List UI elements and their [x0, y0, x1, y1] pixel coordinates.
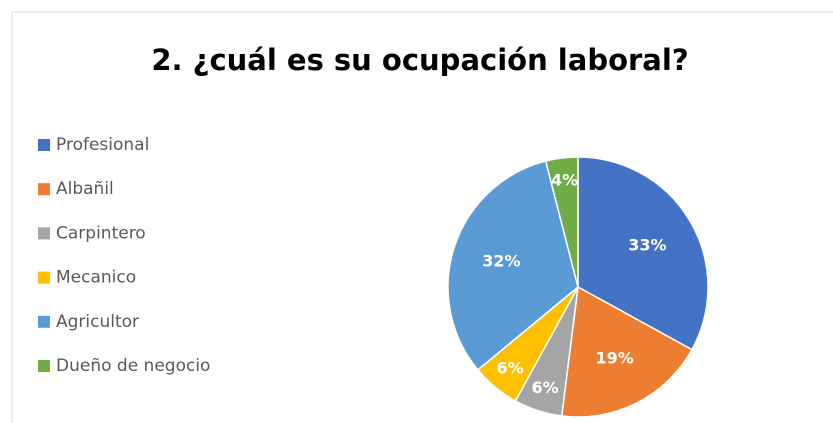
- chart-title: 2. ¿cuál es su ocupación laboral?: [151, 43, 688, 77]
- legend-label: Profesional: [56, 135, 149, 155]
- pie-slice: [577, 156, 709, 351]
- data-label: 32%: [482, 252, 520, 271]
- legend-swatch: [38, 315, 50, 328]
- pie-slice: [544, 156, 579, 288]
- legend-label: Carpintero: [56, 223, 146, 243]
- legend-label: Mecanico: [56, 268, 136, 288]
- legend-swatch: [38, 360, 50, 372]
- legend-swatch: [38, 139, 50, 151]
- legend-label: Agricultor: [56, 312, 139, 332]
- data-label: 6%: [531, 378, 558, 397]
- data-label: 33%: [628, 235, 666, 254]
- legend-label: Albañil: [56, 179, 114, 199]
- data-label: 6%: [496, 359, 523, 378]
- chart-frame: [11, 11, 833, 423]
- legend-swatch: [38, 183, 50, 196]
- data-label: 19%: [595, 348, 633, 367]
- legend-label: Dueño de negocio: [56, 356, 210, 376]
- legend-swatch: [38, 271, 50, 284]
- legend-swatch: [38, 227, 50, 240]
- pie-slice: [560, 285, 693, 418]
- pie-slice: [447, 160, 579, 371]
- data-label: 4%: [551, 171, 578, 190]
